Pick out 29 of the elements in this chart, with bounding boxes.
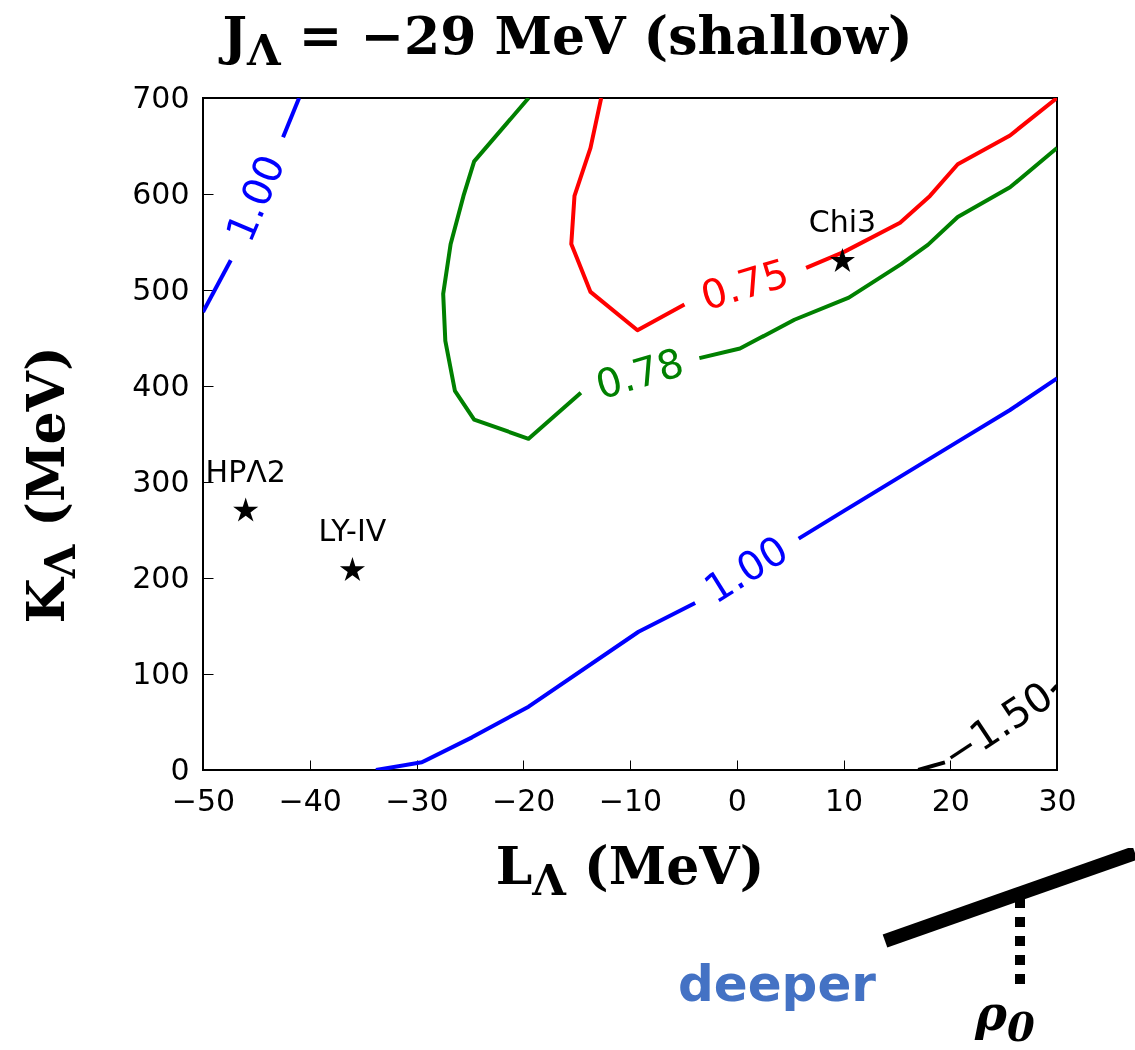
text: 1.00 bbox=[695, 526, 796, 613]
y-tick-label: 500 bbox=[132, 271, 190, 307]
y-tick-label: 700 bbox=[132, 79, 190, 115]
text: 0.75 bbox=[695, 249, 794, 320]
x-tick-label: −20 bbox=[492, 782, 556, 818]
x-tick-label: −40 bbox=[278, 782, 342, 818]
y-tick-label: 400 bbox=[132, 367, 190, 403]
y-tick-label: 200 bbox=[132, 559, 190, 595]
y-tick-label: 600 bbox=[132, 175, 190, 211]
chart-title: J$_{Λ}$ = −29 MeV (shallow) bbox=[217, 5, 914, 76]
text: 1.00 bbox=[216, 148, 294, 248]
x-tick-label: 30 bbox=[1038, 782, 1077, 818]
annotation: Chi3 bbox=[808, 204, 877, 240]
text: 0.78 bbox=[590, 338, 689, 409]
x-tick-label: 20 bbox=[931, 782, 970, 818]
point bbox=[829, 247, 855, 272]
annotation: HPΛ2 bbox=[205, 453, 286, 489]
x-tick-label: −10 bbox=[598, 782, 663, 818]
text: ρ$_{0}$ bbox=[975, 985, 1035, 1050]
annotation: LY-IV bbox=[318, 513, 387, 549]
x-tick-label: −30 bbox=[385, 782, 449, 818]
y-tick-label: 300 bbox=[132, 463, 190, 499]
point bbox=[233, 497, 259, 522]
point bbox=[339, 557, 366, 582]
text: deeper bbox=[678, 955, 876, 1013]
y-tick-label: 100 bbox=[132, 655, 190, 691]
x-tick-label: 10 bbox=[824, 782, 864, 818]
x-tick-label: 0 bbox=[727, 782, 747, 818]
x-axis-title: L$_{Λ}$ (MeV) bbox=[494, 835, 766, 906]
